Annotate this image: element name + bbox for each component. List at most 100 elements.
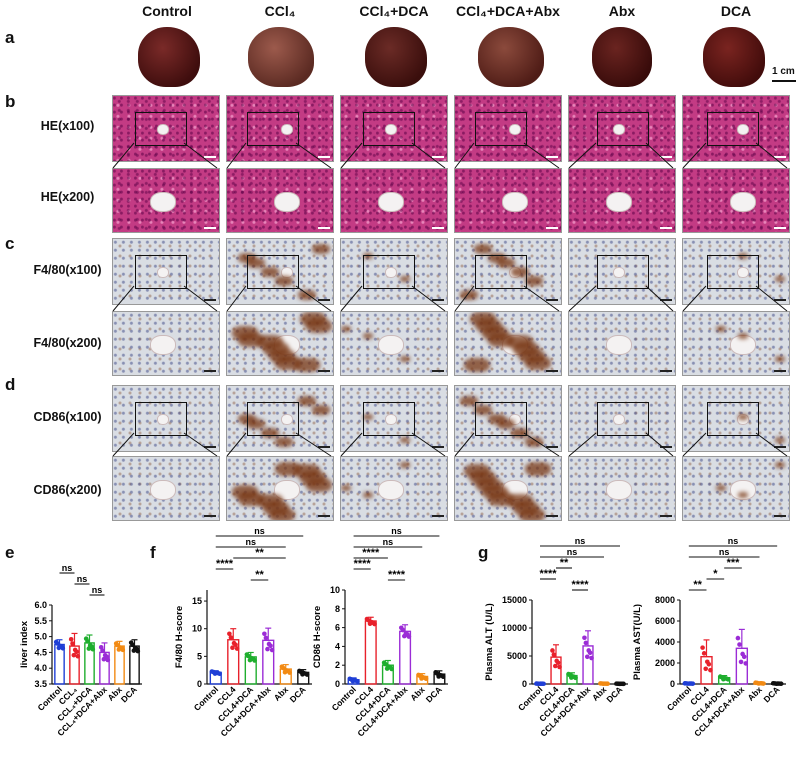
data-point (86, 646, 92, 651)
data-point (735, 635, 741, 641)
data-point (246, 653, 251, 659)
bar (69, 645, 80, 685)
bar (54, 643, 65, 685)
data-point (402, 633, 407, 639)
data-point (682, 681, 688, 686)
brown-stain (775, 462, 785, 468)
x-tick-label: CCL4+DCA (537, 684, 576, 723)
y-tick-label: 6.0 (34, 600, 47, 610)
data-point (266, 641, 272, 647)
scale-bar-1cm (772, 80, 796, 82)
data-point (269, 647, 275, 653)
y-tick-label: 0 (670, 679, 675, 689)
data-point (534, 681, 539, 686)
brown-stain (716, 326, 726, 332)
brown-stain (497, 419, 515, 429)
liver-photo-ccl4 (248, 27, 314, 87)
data-point (403, 631, 409, 636)
data-point (400, 627, 406, 633)
data-point (211, 669, 216, 675)
data-point (366, 617, 371, 623)
data-point (740, 651, 745, 657)
histology-tile-cd86-200-col5 (568, 456, 676, 521)
y-tick-label: 10 (192, 624, 202, 634)
zoom-region-box (135, 112, 187, 146)
data-point (436, 674, 441, 679)
micro-scale-bar (546, 515, 558, 517)
vessel-lumen (385, 124, 397, 135)
data-point (599, 681, 605, 686)
x-tick-label: Control (665, 684, 693, 712)
brown-stain (247, 419, 265, 429)
data-point (215, 670, 221, 676)
zoom-region-box (707, 112, 759, 146)
data-point (737, 642, 742, 647)
data-point (367, 621, 373, 627)
vessel-lumen (730, 479, 756, 500)
data-point (598, 681, 603, 686)
data-point (538, 681, 544, 686)
histology-tile-f480-200-col2 (226, 311, 334, 376)
vessel-lumen (150, 334, 176, 355)
x-tick-label: CCL4+DCA+Abx (218, 684, 272, 738)
brown-stain (474, 405, 492, 415)
data-point (134, 646, 139, 652)
bar (347, 679, 360, 685)
data-point (128, 640, 134, 645)
data-point (756, 681, 762, 686)
vessel-lumen (502, 191, 528, 212)
y-tick-label: 6 (335, 623, 340, 633)
vessel-lumen (157, 267, 169, 278)
data-point (300, 672, 305, 677)
data-point (117, 645, 123, 650)
data-point (228, 635, 234, 640)
data-point (71, 652, 77, 658)
zoom-region-box (247, 255, 299, 289)
y-tick-label: 5000 (507, 651, 527, 661)
data-point (212, 671, 218, 676)
histology-tile-he100-col4 (454, 95, 562, 162)
y-tick-label: 10 (330, 585, 340, 595)
micro-scale-bar (432, 299, 444, 301)
data-point (101, 656, 107, 662)
data-point (703, 666, 709, 672)
significance-label: ns (383, 537, 394, 547)
column-header-ccl4: CCl₄ (264, 3, 296, 19)
x-tick-label: CCL4 (352, 684, 375, 707)
x-tick-label: CCL₄+DCA (55, 684, 94, 723)
histology-tile-f480-100-col6 (682, 238, 790, 305)
brown-stain (474, 244, 492, 254)
data-point (571, 674, 577, 680)
significance-label: ** (255, 569, 264, 581)
y-tick-label: 0 (197, 679, 202, 689)
liver-photo-abx (592, 27, 652, 87)
bar (244, 656, 257, 685)
data-point (582, 635, 587, 641)
x-tick-label: Abx (745, 684, 764, 703)
data-point (721, 676, 726, 682)
data-point (100, 648, 105, 653)
y-tick-label: 5.0 (34, 632, 47, 642)
bar (279, 668, 292, 685)
micro-scale-bar (204, 156, 216, 158)
data-point (119, 645, 124, 651)
data-point (615, 681, 621, 686)
data-point (439, 673, 444, 678)
x-tick-label: DCA (604, 684, 624, 704)
bar (99, 651, 110, 685)
brown-stain (507, 335, 533, 350)
data-point (89, 644, 94, 649)
bar (717, 677, 731, 685)
micro-scale-bar (660, 370, 672, 372)
data-point (570, 674, 576, 679)
brown-stain (775, 356, 785, 362)
vessel-lumen (737, 124, 749, 135)
bar (614, 683, 626, 686)
bar (700, 656, 713, 685)
histology-tile-cd86-200-col1 (112, 456, 220, 521)
zoom-region-box (363, 112, 415, 146)
brown-stain (525, 276, 543, 286)
data-point (605, 681, 610, 687)
micro-scale-bar (318, 156, 330, 158)
brown-stain (460, 290, 478, 300)
